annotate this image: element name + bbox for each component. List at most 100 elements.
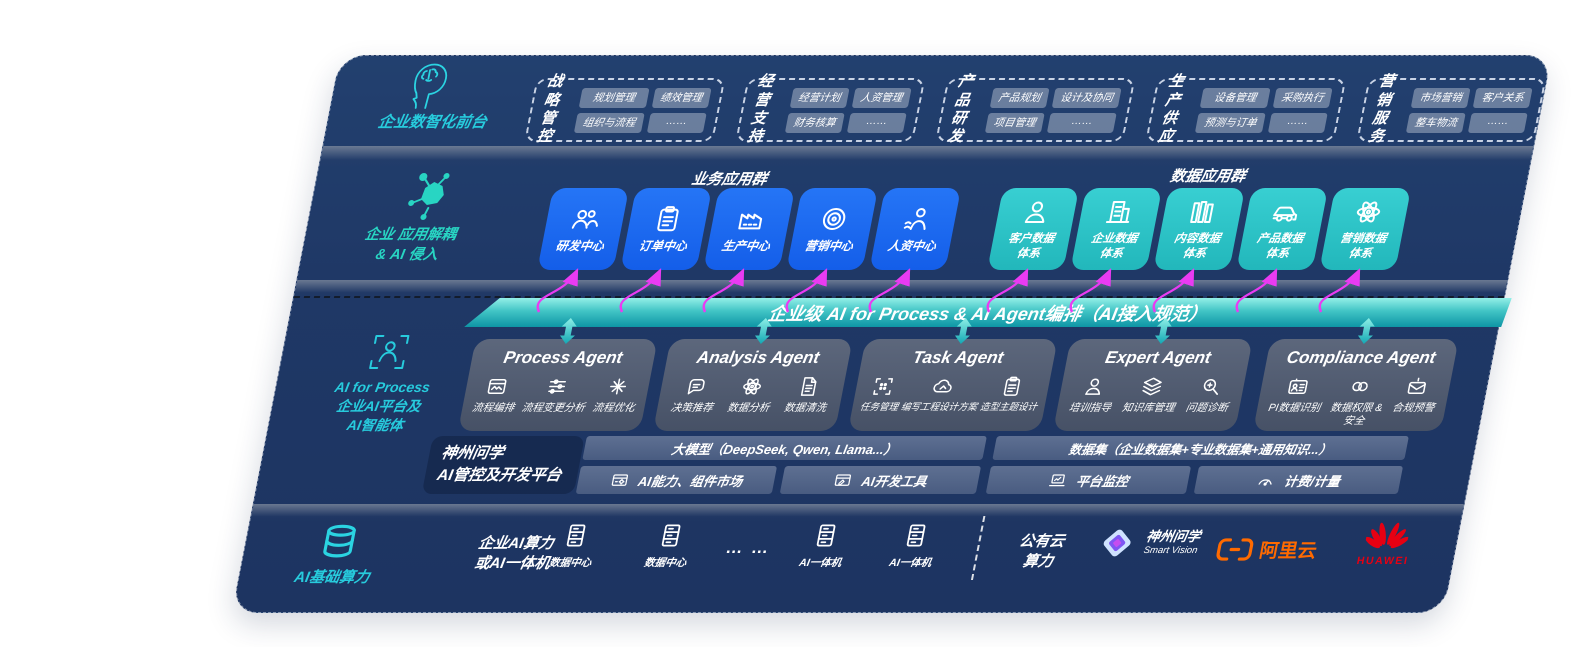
chip: 经营计划 — [789, 87, 850, 108]
person-icon — [1019, 197, 1055, 227]
security-rings-icon — [1347, 375, 1374, 398]
person-wave-icon — [899, 204, 935, 234]
business-apps-header: 业务应用群 — [690, 171, 769, 188]
datacenter-node: 数据中心 — [622, 522, 715, 570]
chip: 客户关系 — [1472, 87, 1533, 108]
analysis-agent-card: Analysis Agent 决策推荐 数据分析 数据清洗 — [652, 339, 853, 431]
tile-marketing-center: 营销中心 — [786, 188, 879, 270]
tile-label: 研发中心 — [554, 239, 606, 253]
database-icon — [316, 520, 362, 562]
agent-item: 流程优化 — [591, 375, 641, 415]
chip: 整车物流 — [1405, 112, 1466, 133]
vendor-name: 神州问学 — [1144, 529, 1202, 545]
main-slab: 企业数智化前台 战略 管控 规划管理 绩效管理 组织与流程 …… 经营 支持 经… — [231, 55, 1553, 613]
tile-label: 营销数据 体系 — [1339, 233, 1388, 260]
group-marketing-service: 营销 服务 市场营销 客户关系 整车物流 …… — [1355, 73, 1547, 145]
tile-label: 订单中心 — [637, 239, 689, 253]
decision-chat-icon — [682, 375, 709, 398]
front-groups: 战略 管控 规划管理 绩效管理 组织与流程 …… 经营 支持 经营计划 人资管理… — [524, 73, 1547, 145]
cloud-design-icon — [929, 375, 956, 398]
agent-item: 任务管理 — [859, 375, 904, 413]
bar-label: AI能力、组件市场 — [636, 473, 744, 489]
task-agent-card: Task Agent 任务管理 编写工程设计方案 造型主题设计 — [847, 339, 1058, 431]
agent-item: 决策推荐 — [669, 375, 719, 415]
front-office-label: 企业数智化前台 — [376, 114, 489, 131]
compliance-agent-card: Compliance Agent PI数据识别 数据权限 & 安全 合规预警 — [1252, 339, 1459, 431]
huawei-logo-icon — [1365, 522, 1409, 549]
dataset-bar: 数据集（企业数据集+专业数据集+通用知识...） — [992, 436, 1409, 460]
chip: 绩效管理 — [651, 87, 712, 108]
chip: 人资管理 — [851, 87, 912, 108]
training-person-icon — [1080, 375, 1107, 398]
smart-vision-logo-icon — [1103, 529, 1131, 557]
tile-label: 营销中心 — [803, 239, 855, 253]
model-bar: 大模型（DeepSeek, Qwen, Llama...） — [582, 436, 987, 460]
bar-label: 计费/计量 — [1282, 473, 1342, 489]
group-label: 产品 研发 — [946, 73, 976, 146]
infra-label: AI基础算力 — [292, 569, 372, 586]
tile-rd-center: 研发中心 — [537, 188, 630, 270]
sliders-icon — [544, 375, 571, 398]
tile-content-data: 内容数据 体系 — [1153, 188, 1246, 270]
agent-item: 流程编排 — [471, 375, 521, 415]
decouple-label: 企业 应用解耦 & AI 侵入 — [363, 227, 458, 263]
agent-item: 合规预警 — [1391, 375, 1441, 415]
connector-arrows — [536, 268, 1361, 313]
ellipsis-nodes: … … — [724, 538, 773, 557]
group-product-rd: 产品 研发 产品规划 设计及协同 项目管理 …… — [934, 73, 1136, 145]
chip: 设计及协同 — [1051, 87, 1122, 108]
tile-enterprise-data: 企业数据 体系 — [1070, 188, 1163, 270]
head-brain-icon — [412, 63, 448, 109]
layer-edge — [319, 146, 1534, 166]
target-icon — [816, 204, 852, 234]
vendor-name: HUAWEI — [1355, 555, 1410, 567]
expert-agent-card: Expert Agent 培训指导 知识库管理 问题诊断 — [1052, 339, 1253, 431]
agent-title: Expert Agent — [1103, 348, 1213, 367]
knowledge-layers-icon — [1139, 375, 1166, 398]
atom-icon — [739, 375, 766, 398]
agent-title: Analysis Agent — [695, 348, 822, 367]
flow-window-icon — [484, 375, 511, 398]
ai-appliance-node: AI一体机 — [867, 522, 960, 570]
tile-label: 生产中心 — [720, 239, 772, 253]
band-link-arrow — [559, 318, 577, 344]
tile-customer-data: 客户数据 体系 — [987, 188, 1080, 270]
server-icon — [809, 522, 841, 549]
agent-item: 问题诊断 — [1184, 375, 1234, 415]
agent-item: PI数据识别 — [1267, 375, 1327, 415]
scan-person-icon — [369, 335, 410, 369]
agent-item: 数据权限 & 安全 — [1327, 375, 1389, 427]
car-icon — [1268, 197, 1304, 227]
business-tiles: 研发中心 订单中心 生产中心 营销中心 人资中心 — [537, 188, 962, 270]
agent-item: 培训指导 — [1068, 375, 1118, 415]
public-cloud-label: 公有云 算力 — [1017, 533, 1067, 571]
agent-item: 知识库管理 — [1121, 375, 1181, 415]
agent-title: Compliance Agent — [1285, 348, 1438, 367]
task-grid-icon — [869, 375, 896, 398]
bar-label: 平台监控 — [1074, 473, 1130, 489]
optimize-spark-icon — [604, 375, 631, 398]
band-link-arrow — [954, 318, 972, 344]
monitor-icon — [1047, 471, 1070, 490]
data-tiles: 客户数据 体系 企业数据 体系 内容数据 体系 产品数据 体系 营销数据 体系 — [987, 188, 1412, 270]
tile-marketing-data: 营销数据 体系 — [1319, 188, 1412, 270]
layer-edge — [250, 504, 1464, 522]
tile-label: 人资中心 — [886, 239, 938, 253]
chip: 财务核算 — [784, 112, 845, 133]
clipboard-icon — [650, 204, 686, 234]
chip: 预测与订单 — [1195, 112, 1266, 133]
vendor-name: 阿里云 — [1257, 541, 1319, 562]
smart-vision-vendor: 神州问学 Smart Vision — [1094, 524, 1202, 562]
agent-item: 造型主题设计 — [979, 375, 1043, 413]
id-card-icon — [1285, 375, 1312, 398]
agent-item: 数据分析 — [726, 375, 776, 415]
window-pen-icon — [832, 471, 855, 490]
tile-label: 企业数据 体系 — [1090, 233, 1139, 260]
group-operation-support: 经营 支持 经营计划 人资管理 财务核算 …… — [734, 73, 926, 145]
band-link-arrow — [1357, 318, 1375, 344]
chip: …… — [1467, 112, 1528, 133]
chip: …… — [1046, 112, 1118, 133]
vertical-divider — [970, 516, 986, 580]
gauge-icon — [1255, 471, 1278, 490]
bar-label: AI开发工具 — [860, 473, 929, 489]
